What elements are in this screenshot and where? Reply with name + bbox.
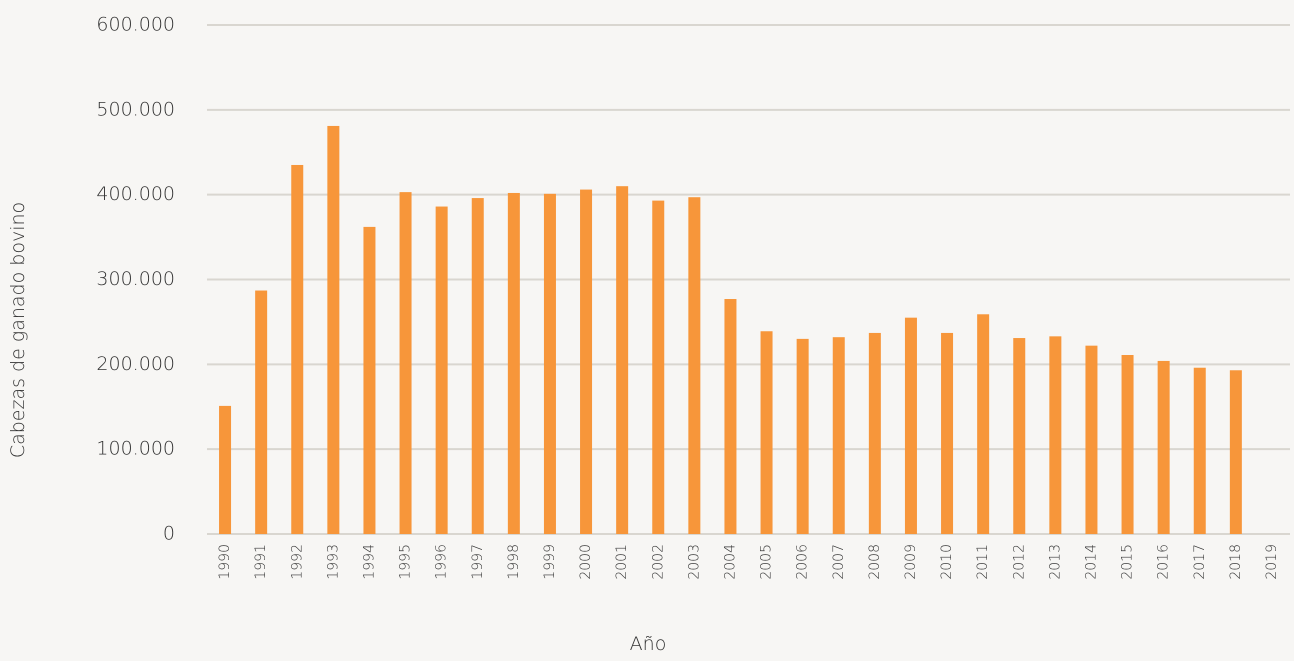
x-tick-label: 1993: [325, 544, 341, 580]
bar: [1229, 370, 1242, 534]
x-tick-label: 1990: [217, 544, 233, 580]
bar: [1085, 345, 1098, 534]
y-tick-label: 400.000: [96, 183, 175, 205]
x-tick-label: 2006: [795, 544, 811, 580]
bar: [363, 226, 376, 535]
bar: [904, 317, 917, 534]
x-tick-label: 2004: [722, 544, 738, 580]
y-tick-label: 600.000: [96, 14, 175, 36]
bar: [760, 331, 773, 534]
y-tick-label: 0: [163, 523, 175, 545]
x-tick-label: 2000: [578, 544, 594, 580]
bar: [868, 332, 881, 534]
bar: [688, 197, 701, 534]
x-tick-label: 2017: [1192, 544, 1208, 580]
x-tick-label: 1995: [398, 544, 414, 580]
bar: [255, 290, 268, 534]
bar: [399, 192, 412, 534]
bar: [580, 189, 593, 534]
x-tick-label: 2011: [975, 544, 991, 580]
bar: [616, 186, 629, 534]
x-tick-label: 1992: [289, 544, 305, 580]
bar: [832, 337, 845, 534]
y-axis-title: Cabezas de ganado bovino: [7, 202, 29, 458]
bar: [1121, 355, 1134, 534]
bar: [291, 164, 304, 534]
x-tick-label: 2012: [1011, 544, 1027, 580]
x-tick-label: 2002: [650, 544, 666, 580]
bar: [219, 405, 232, 534]
bar: [1049, 336, 1062, 534]
bar: [435, 206, 448, 534]
x-tick-label: 2016: [1156, 544, 1172, 580]
bar: [1157, 360, 1170, 534]
bar: [724, 299, 737, 534]
x-tick-label: 2019: [1264, 544, 1280, 580]
bar: [977, 314, 990, 534]
x-tick-label: 2001: [614, 544, 630, 580]
x-tick-label: 2003: [686, 544, 702, 580]
bar: [543, 193, 556, 534]
x-tick-label: 2008: [867, 544, 883, 580]
bar: [941, 332, 954, 534]
x-tick-label: 1994: [361, 544, 377, 580]
x-tick-label: 2018: [1228, 544, 1244, 580]
x-tick-label: 2009: [903, 544, 919, 580]
x-axis-title: Año: [630, 633, 667, 655]
bar: [1013, 338, 1026, 534]
y-tick-label: 200.000: [96, 353, 175, 375]
x-tick-label: 2007: [831, 544, 847, 580]
x-tick-label: 2005: [759, 544, 775, 580]
x-tick-label: 1997: [470, 544, 486, 580]
bar: [796, 338, 809, 534]
x-tick-label: 2014: [1083, 544, 1099, 580]
y-tick-label: 500.000: [96, 98, 175, 120]
bar: [471, 198, 484, 534]
bar: [1193, 367, 1206, 534]
x-tick-label: 2013: [1047, 544, 1063, 580]
x-tick-label: 1991: [253, 544, 269, 580]
y-tick-label: 300.000: [96, 268, 175, 290]
bar: [507, 192, 520, 534]
x-tick-label: 2010: [939, 544, 955, 580]
x-tick-label: 1998: [506, 544, 522, 580]
x-tick-label: 1996: [434, 544, 450, 580]
bar: [652, 200, 665, 535]
x-tick-label: 2015: [1120, 544, 1136, 580]
x-tick-label: 1999: [542, 544, 558, 580]
y-tick-label: 100.000: [96, 438, 175, 460]
bar: [327, 125, 340, 535]
